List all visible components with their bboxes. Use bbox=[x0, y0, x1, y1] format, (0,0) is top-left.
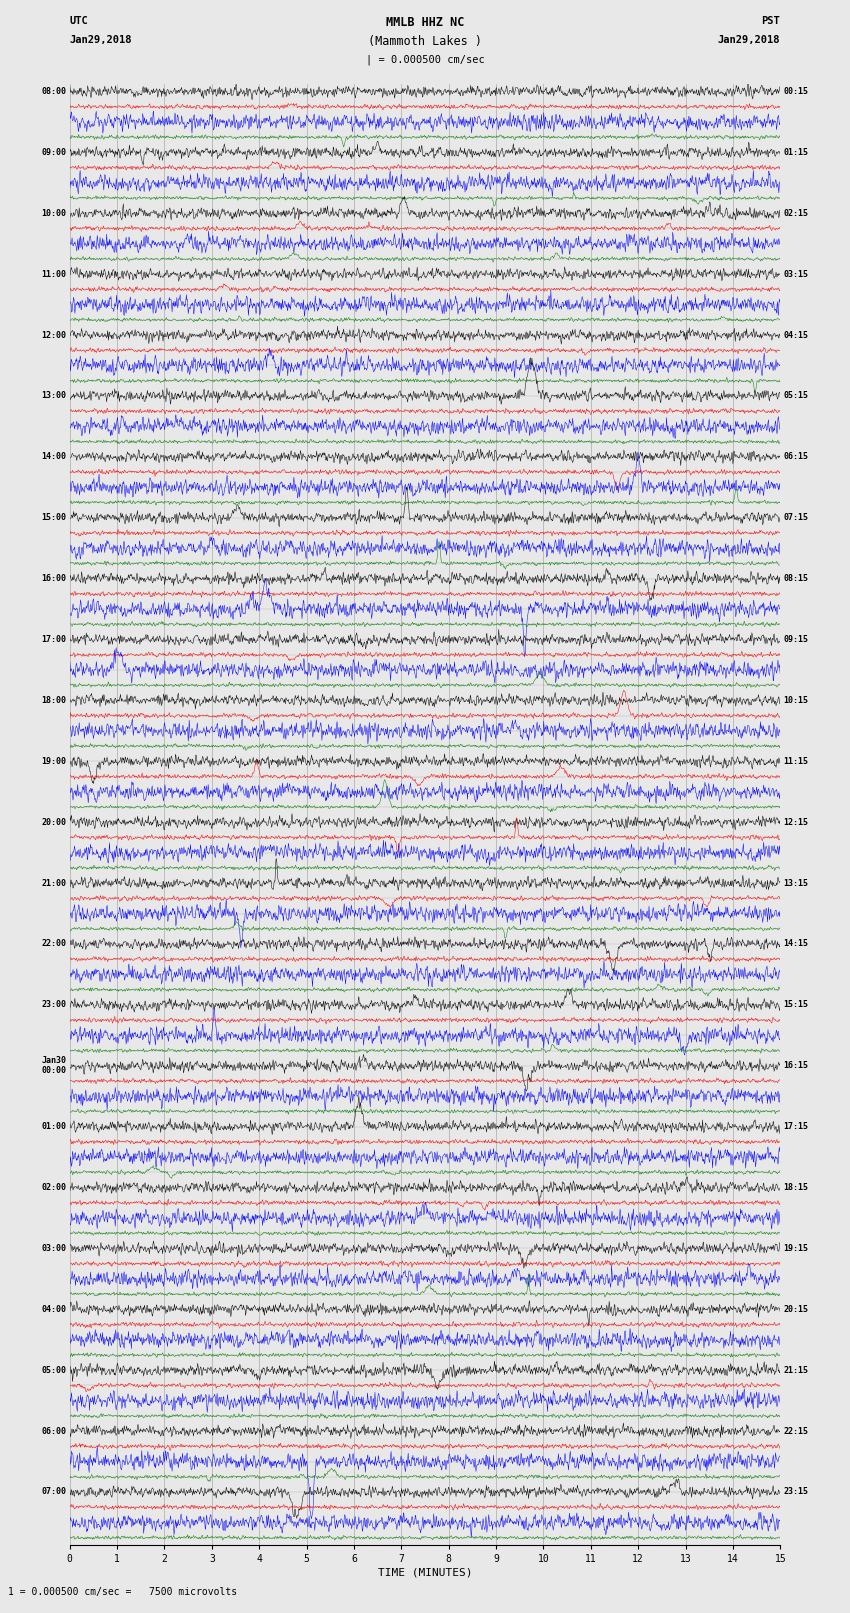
Text: 15:00: 15:00 bbox=[42, 513, 66, 523]
Text: 21:15: 21:15 bbox=[784, 1366, 808, 1374]
Text: 04:00: 04:00 bbox=[42, 1305, 66, 1315]
Text: (Mammoth Lakes ): (Mammoth Lakes ) bbox=[368, 35, 482, 48]
Text: 16:15: 16:15 bbox=[784, 1061, 808, 1071]
Text: UTC: UTC bbox=[70, 16, 88, 26]
Text: MMLB HHZ NC: MMLB HHZ NC bbox=[386, 16, 464, 29]
Text: 12:15: 12:15 bbox=[784, 818, 808, 827]
Text: 09:00: 09:00 bbox=[42, 148, 66, 156]
Text: 07:00: 07:00 bbox=[42, 1487, 66, 1497]
Text: 23:15: 23:15 bbox=[784, 1487, 808, 1497]
Text: 18:00: 18:00 bbox=[42, 695, 66, 705]
Text: 10:15: 10:15 bbox=[784, 695, 808, 705]
Text: Jan30
00:00: Jan30 00:00 bbox=[42, 1057, 66, 1076]
Text: 03:15: 03:15 bbox=[784, 269, 808, 279]
Text: 1 = 0.000500 cm/sec =   7500 microvolts: 1 = 0.000500 cm/sec = 7500 microvolts bbox=[8, 1587, 238, 1597]
Text: 11:00: 11:00 bbox=[42, 269, 66, 279]
Text: | = 0.000500 cm/sec: | = 0.000500 cm/sec bbox=[366, 55, 484, 66]
Text: 13:00: 13:00 bbox=[42, 392, 66, 400]
Text: 05:15: 05:15 bbox=[784, 392, 808, 400]
Text: Jan29,2018: Jan29,2018 bbox=[70, 35, 133, 45]
Text: PST: PST bbox=[762, 16, 780, 26]
Text: Jan29,2018: Jan29,2018 bbox=[717, 35, 780, 45]
Text: 02:15: 02:15 bbox=[784, 208, 808, 218]
Text: 13:15: 13:15 bbox=[784, 879, 808, 887]
Text: 11:15: 11:15 bbox=[784, 756, 808, 766]
Text: 09:15: 09:15 bbox=[784, 636, 808, 644]
Text: 22:00: 22:00 bbox=[42, 939, 66, 948]
Text: 08:00: 08:00 bbox=[42, 87, 66, 97]
Text: 05:00: 05:00 bbox=[42, 1366, 66, 1374]
Text: 18:15: 18:15 bbox=[784, 1182, 808, 1192]
X-axis label: TIME (MINUTES): TIME (MINUTES) bbox=[377, 1568, 473, 1578]
Text: 21:00: 21:00 bbox=[42, 879, 66, 887]
Text: 15:15: 15:15 bbox=[784, 1000, 808, 1010]
Text: 08:15: 08:15 bbox=[784, 574, 808, 584]
Text: 03:00: 03:00 bbox=[42, 1244, 66, 1253]
Text: 01:15: 01:15 bbox=[784, 148, 808, 156]
Text: 07:15: 07:15 bbox=[784, 513, 808, 523]
Text: 00:15: 00:15 bbox=[784, 87, 808, 97]
Text: 04:15: 04:15 bbox=[784, 331, 808, 340]
Text: 19:15: 19:15 bbox=[784, 1244, 808, 1253]
Text: 06:00: 06:00 bbox=[42, 1426, 66, 1436]
Text: 12:00: 12:00 bbox=[42, 331, 66, 340]
Text: 20:00: 20:00 bbox=[42, 818, 66, 827]
Text: 17:15: 17:15 bbox=[784, 1123, 808, 1131]
Text: 22:15: 22:15 bbox=[784, 1426, 808, 1436]
Text: 20:15: 20:15 bbox=[784, 1305, 808, 1315]
Text: 14:00: 14:00 bbox=[42, 452, 66, 461]
Text: 17:00: 17:00 bbox=[42, 636, 66, 644]
Text: 16:00: 16:00 bbox=[42, 574, 66, 584]
Text: 23:00: 23:00 bbox=[42, 1000, 66, 1010]
Text: 14:15: 14:15 bbox=[784, 939, 808, 948]
Text: 19:00: 19:00 bbox=[42, 756, 66, 766]
Text: 10:00: 10:00 bbox=[42, 208, 66, 218]
Text: 06:15: 06:15 bbox=[784, 452, 808, 461]
Text: 01:00: 01:00 bbox=[42, 1123, 66, 1131]
Text: 02:00: 02:00 bbox=[42, 1182, 66, 1192]
